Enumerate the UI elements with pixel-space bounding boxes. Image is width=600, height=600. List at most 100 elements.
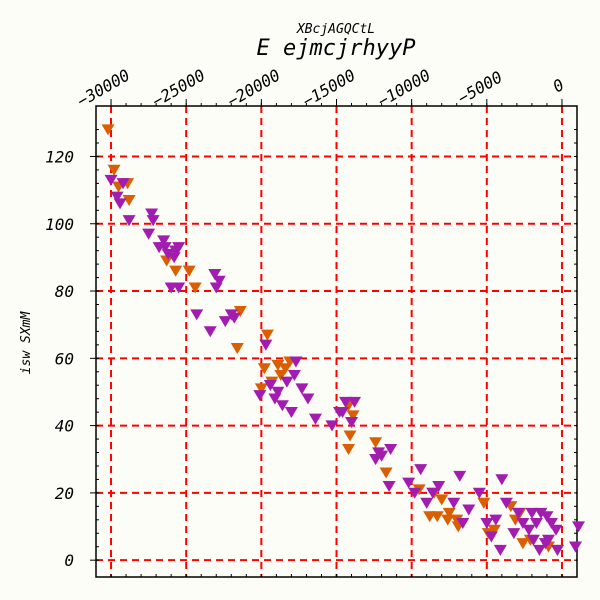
data-point xyxy=(526,534,540,546)
data-point xyxy=(172,282,186,294)
data-point xyxy=(259,339,273,351)
data-point xyxy=(489,514,503,526)
x-axis-ticks: −30000 −25000 −20000 −15000 −10000 −5000 0 xyxy=(74,65,567,577)
data-point xyxy=(116,178,130,190)
x-tick-label: −30000 xyxy=(74,65,134,110)
data-point xyxy=(480,517,494,530)
data-point xyxy=(203,326,217,338)
data-point xyxy=(534,507,548,519)
data-point xyxy=(278,363,292,375)
data-point xyxy=(263,380,277,392)
data-point xyxy=(495,474,509,486)
data-point xyxy=(568,541,582,553)
y-tick-label: 0 xyxy=(64,551,74,570)
data-point xyxy=(325,420,339,432)
data-point xyxy=(441,514,455,526)
data-point xyxy=(257,363,271,375)
data-point xyxy=(275,400,289,412)
data-point xyxy=(182,265,196,277)
data-point xyxy=(525,507,539,519)
data-point xyxy=(426,487,440,499)
data-point xyxy=(274,369,288,381)
data-point xyxy=(420,497,434,509)
data-point xyxy=(158,242,172,254)
data-point xyxy=(493,544,507,556)
data-point xyxy=(208,269,222,281)
data-point xyxy=(101,124,115,136)
data-point xyxy=(284,406,298,418)
data-point xyxy=(142,228,156,240)
data-point xyxy=(522,524,536,536)
data-point xyxy=(157,235,171,247)
grid xyxy=(96,106,577,577)
data-point xyxy=(346,410,360,422)
data-point xyxy=(188,282,202,294)
data-point xyxy=(456,517,470,530)
data-point xyxy=(271,359,285,371)
data-point xyxy=(172,242,186,254)
data-point xyxy=(289,356,303,368)
data-point xyxy=(402,477,416,489)
data-point xyxy=(336,406,350,418)
data-point xyxy=(369,437,383,449)
data-point xyxy=(544,517,558,530)
data-point xyxy=(212,275,226,287)
data-point xyxy=(146,215,160,227)
data-point xyxy=(280,376,294,388)
y-tick-label: 60 xyxy=(55,349,74,368)
data-point xyxy=(541,534,555,546)
data-point xyxy=(432,480,446,493)
data-point xyxy=(549,524,563,536)
data-point xyxy=(414,464,428,476)
data-point xyxy=(107,164,121,176)
chart-title: E ejmcjrhyyP xyxy=(257,36,416,61)
data-point xyxy=(122,215,136,227)
data-point xyxy=(442,507,456,519)
y-tick-label: 100 xyxy=(45,215,74,234)
data-point xyxy=(233,306,247,318)
data-point xyxy=(169,265,183,277)
data-point xyxy=(384,443,398,456)
data-point xyxy=(218,316,232,328)
data-point xyxy=(382,480,396,493)
data-point xyxy=(104,174,118,186)
data-point xyxy=(499,497,513,509)
data-point xyxy=(375,450,389,462)
data-point xyxy=(301,393,315,405)
data-point xyxy=(453,470,467,482)
data-point xyxy=(343,430,357,442)
data-point xyxy=(472,487,486,499)
data-point xyxy=(379,467,393,479)
data-point xyxy=(484,531,498,543)
x-tick-label: −15000 xyxy=(299,65,359,110)
data-point xyxy=(435,494,449,506)
data-point xyxy=(110,191,124,203)
data-point xyxy=(572,521,586,533)
data-point xyxy=(161,248,175,260)
data-point xyxy=(253,390,267,402)
data-point xyxy=(348,396,362,408)
data-point xyxy=(550,544,564,556)
data-point xyxy=(447,497,461,509)
data-point xyxy=(529,517,543,530)
data-point xyxy=(254,383,268,395)
data-point xyxy=(190,309,204,321)
data-point xyxy=(516,538,530,550)
x-tick-label: 0 xyxy=(549,75,567,96)
y-tick-label: 80 xyxy=(55,282,74,301)
data-point xyxy=(230,343,244,355)
x-tick-label: −5000 xyxy=(454,67,505,108)
chart-subtitle: XBcjAGQCtL xyxy=(296,22,375,37)
y-tick-label: 120 xyxy=(45,147,74,166)
data-point xyxy=(511,507,525,519)
data-point xyxy=(122,195,136,207)
data-point xyxy=(287,369,301,381)
data-point xyxy=(516,517,530,530)
data-point xyxy=(113,198,127,210)
data-point xyxy=(167,252,181,264)
data-point xyxy=(271,386,285,398)
data-point xyxy=(487,524,501,536)
data-point xyxy=(345,417,359,429)
data-point xyxy=(308,413,322,425)
